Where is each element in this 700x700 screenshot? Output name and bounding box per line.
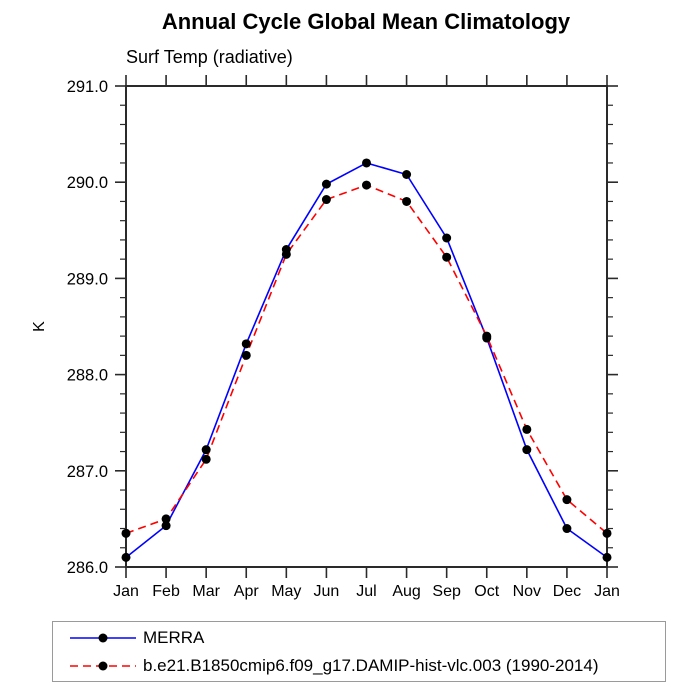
model-marker-icon: [522, 424, 532, 434]
y-tick-label: 286.0: [67, 559, 108, 577]
merra-marker-icon: [522, 445, 532, 455]
chart-title: Annual Cycle Global Mean Climatology: [161, 9, 571, 34]
model-marker-icon: [321, 195, 331, 205]
plot-frame: [125, 85, 608, 568]
legend-item-merra: MERRA: [69, 624, 665, 652]
x-tick-label: Oct: [474, 583, 499, 600]
merra-marker-icon: [321, 179, 331, 189]
model-marker-icon: [482, 331, 492, 341]
y-tick-label: 291.0: [67, 78, 108, 96]
legend-label-model: b.e21.B1850cmip6.f09_g17.DAMIP-hist-vlc.…: [143, 655, 599, 675]
y-tick-label: 289.0: [67, 270, 108, 288]
x-tick-label: Sep: [432, 583, 461, 600]
legend: MERRA b.e21.B1850cmip6.f09_g17.DAMIP-his…: [52, 621, 666, 682]
merra-line-swatch: [70, 633, 136, 642]
model-marker-icon: [281, 249, 291, 259]
x-tick-label: Mar: [192, 583, 220, 600]
model-marker-icon: [161, 514, 171, 524]
x-tick-label: Aug: [392, 583, 420, 600]
y-tick-label: 288.0: [67, 367, 108, 385]
model-marker-icon: [362, 180, 371, 190]
plot-area: 286.0 287.0 288.0 289.0 290.0 291.0 Jan Feb Mar A…: [31, 75, 620, 600]
merra-marker-icon: [442, 233, 452, 243]
model-marker-icon: [402, 196, 412, 206]
merra-marker-icon: [402, 170, 412, 180]
legend-item-model: b.e21.B1850cmip6.f09_g17.DAMIP-hist-vlc.…: [69, 652, 665, 680]
model-marker-icon: [121, 528, 131, 538]
x-tick-label: Nov: [513, 583, 541, 600]
x-tick-label: Jan: [594, 583, 620, 600]
x-tick-label: Dec: [553, 583, 581, 600]
merra-marker-icon: [241, 339, 251, 349]
merra-line: [125, 162, 608, 559]
merra-marker-icon: [121, 552, 131, 562]
model-marker-icon: [442, 252, 452, 262]
y-axis-title: K: [31, 321, 48, 332]
chart-subtitle: Surf Temp (radiative): [126, 47, 293, 67]
model-marker-icon: [562, 495, 572, 505]
model-marker-icon: [201, 454, 211, 464]
model-marker-icon: [602, 528, 612, 538]
model-swatch-marker-icon: [98, 661, 108, 670]
model-marker-icon: [241, 350, 251, 360]
merra-marker-icon: [161, 521, 171, 531]
y-tick-label: 290.0: [67, 174, 108, 192]
legend-label-merra: MERRA: [143, 627, 205, 647]
merra-marker-icon: [602, 552, 612, 562]
x-tick-label: Apr: [234, 583, 260, 600]
merra-swatch-marker-icon: [98, 633, 108, 642]
x-tick-label: Feb: [152, 583, 180, 600]
x-tick-label: Jan: [113, 583, 139, 600]
merra-marker-icon: [201, 445, 211, 455]
x-tick-label: May: [271, 583, 301, 600]
x-tick-label: Jul: [356, 583, 376, 600]
merra-marker-icon: [362, 158, 371, 168]
model-line: [125, 184, 608, 535]
x-tick-label: Jun: [314, 583, 340, 600]
model-line-swatch: [70, 661, 136, 670]
merra-marker-icon: [562, 524, 572, 534]
y-tick-label: 287.0: [67, 463, 108, 481]
